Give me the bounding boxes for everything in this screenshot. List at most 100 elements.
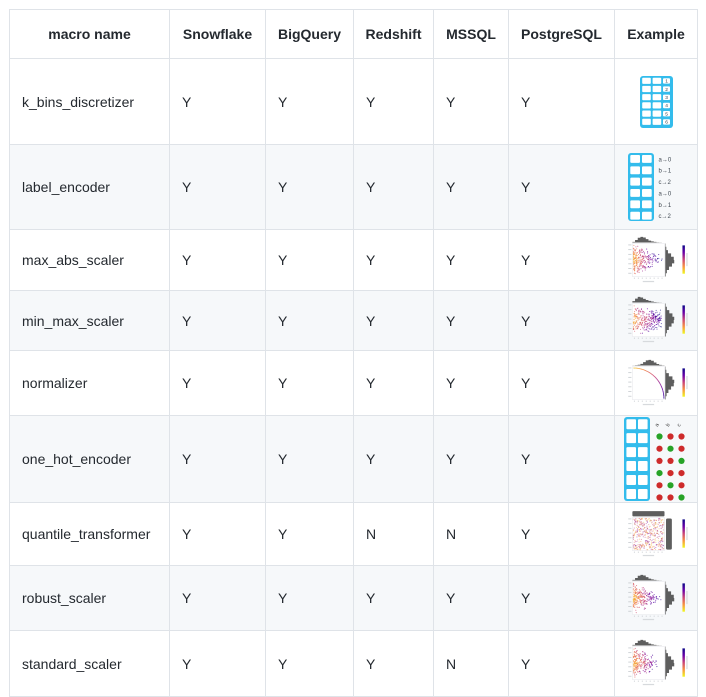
table-row: robust_scaler Y Y Y Y Y [9, 565, 698, 631]
macro-name-cell: min_max_scaler [9, 290, 170, 351]
support-cell-postgresql: Y [508, 58, 615, 145]
bin-value: 5 [665, 111, 668, 117]
support-cell-mssql: Y [433, 565, 509, 631]
support-cell-mssql: Y [433, 415, 509, 503]
support-cell-redshift: Y [353, 565, 434, 631]
jointplot-thumbnail[interactable] [619, 235, 693, 286]
support-cell-bigquery: Y [265, 630, 354, 697]
example-cell [614, 630, 698, 697]
plot-area [632, 646, 665, 680]
example-cell [614, 290, 698, 351]
support-cell-redshift: Y [353, 290, 434, 351]
one-hot-dot-on [678, 457, 685, 464]
colorbar [682, 518, 685, 548]
support-cell-bigquery: Y [265, 565, 354, 631]
jointplot-thumbnail[interactable] [619, 638, 693, 689]
support-cell-bigquery: Y [265, 58, 354, 145]
top-histogram [632, 359, 665, 366]
table-header: macro name Snowflake BigQuery Redshift MSSQL… [9, 9, 698, 59]
jointplot-thumbnail[interactable] [619, 573, 693, 624]
jointplot-thumbnail[interactable] [619, 358, 693, 409]
column-header-redshift: Redshift [353, 9, 434, 59]
macro-name-cell: quantile_transformer [9, 502, 170, 566]
support-cell-mssql: N [433, 502, 509, 566]
right-histogram [665, 646, 675, 680]
x-axis-label [642, 403, 655, 405]
support-cell-bigquery: Y [265, 502, 354, 566]
example-cell [614, 229, 698, 291]
one-hot-dot-off [656, 482, 663, 489]
label-encoding-icon[interactable]: a→0 b→1 c→2 a→0 b→1 c→2 [627, 153, 685, 221]
table-row: quantile_transformer Y Y N N Y [9, 502, 698, 566]
one-hot-dot-off [678, 433, 685, 440]
bin-value: 2 [665, 86, 668, 92]
colorbar [682, 367, 685, 397]
table-row: max_abs_scaler Y Y Y Y Y [9, 229, 698, 291]
right-histogram [665, 581, 675, 615]
support-cell-mssql: Y [433, 229, 509, 291]
macro-support-table: macro name Snowflake BigQuery Redshift MSSQL… [9, 9, 698, 697]
support-cell-mssql: Y [433, 58, 509, 145]
column-header-name: macro name [9, 9, 170, 59]
right-histogram [665, 303, 675, 337]
table-header-row: macro name Snowflake BigQuery Redshift MSSQL… [9, 9, 698, 59]
support-cell-bigquery: Y [265, 350, 354, 416]
support-cell-redshift: Y [353, 630, 434, 697]
example-cell [614, 565, 698, 631]
support-cell-redshift: Y [353, 350, 434, 416]
table-row: standard_scaler Y Y Y N Y [9, 630, 698, 697]
label-mapping: a→0 [658, 191, 671, 197]
example-cell: a→0 b→1 c→2 a→0 b→1 c→2 [614, 144, 698, 230]
one-hot-dot-off [667, 433, 674, 440]
scatter-points [633, 367, 665, 399]
colorbar [682, 244, 685, 274]
support-cell-redshift: Y [353, 229, 434, 291]
scatter-points [632, 244, 663, 274]
bin-value: 1 [665, 78, 668, 84]
x-axis-label [642, 618, 655, 620]
support-cell-bigquery: Y [265, 290, 354, 351]
jointplot-thumbnail[interactable] [619, 295, 693, 346]
support-cell-mssql: Y [433, 290, 509, 351]
support-cell-postgresql: Y [508, 350, 615, 416]
grid-body [624, 417, 650, 501]
support-cell-mssql: Y [433, 350, 509, 416]
macro-name-cell: max_abs_scaler [9, 229, 170, 291]
jointplot-thumbnail[interactable] [619, 509, 693, 560]
x-axis-label [642, 340, 655, 343]
support-cell-snowflake: Y [169, 502, 266, 566]
top-histogram [632, 510, 665, 516]
support-cell-postgresql: Y [508, 229, 615, 291]
column-header-snowflake: Snowflake [169, 9, 266, 59]
x-axis-label [642, 683, 655, 686]
right-histogram [665, 366, 675, 400]
column-header-mssql: MSSQL [433, 9, 509, 59]
colorbar [682, 648, 685, 677]
bin-value: 6 [665, 119, 668, 125]
top-histogram [632, 574, 665, 581]
support-cell-redshift: Y [353, 144, 434, 230]
one-hot-dot-on [667, 482, 674, 489]
table-row: k_bins_discretizer Y Y Y Y Y 1 2 3 4 5 6 [9, 58, 698, 145]
example-cell [614, 350, 698, 416]
support-cell-mssql: Y [433, 144, 509, 230]
support-cell-bigquery: Y [265, 415, 354, 503]
column-header-example: Example [614, 9, 698, 59]
scatter-points [632, 647, 658, 678]
label-mapping: b→1 [658, 169, 671, 175]
support-cell-postgresql: Y [508, 630, 615, 697]
label-mapping: c→2 [658, 180, 671, 186]
support-cell-snowflake: Y [169, 415, 266, 503]
one-hot-dot-off [667, 457, 674, 464]
macro-name-cell: label_encoder [9, 144, 170, 230]
table-grid-icon[interactable]: 1 2 3 4 5 6 [639, 75, 673, 128]
macro-support-table-wrap: macro name Snowflake BigQuery Redshift MSSQL… [9, 9, 698, 697]
one-hot-dot-on [656, 433, 663, 440]
example-cell [614, 502, 698, 566]
one-hot-column-label: b [665, 422, 672, 428]
macro-name-cell: robust_scaler [9, 565, 170, 631]
support-cell-postgresql: Y [508, 415, 615, 503]
right-histogram [666, 517, 672, 550]
